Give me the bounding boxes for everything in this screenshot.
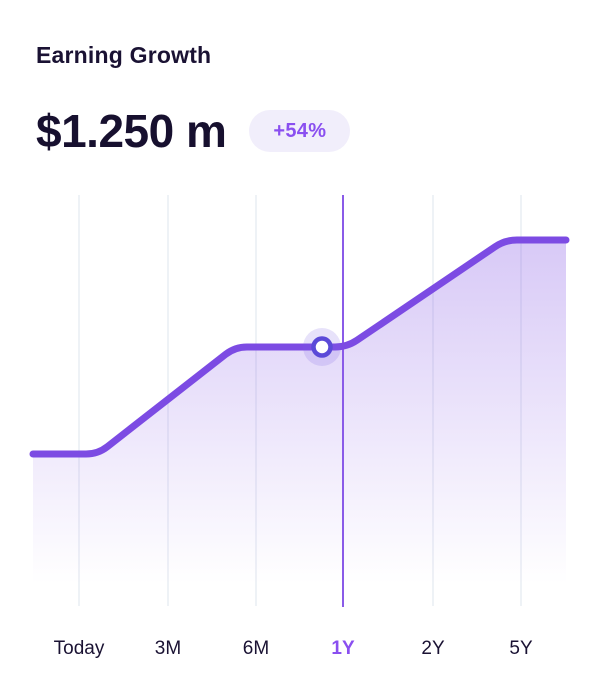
range-1y[interactable]: 1Y <box>327 636 358 662</box>
range-today[interactable]: Today <box>50 636 109 662</box>
area-fill <box>33 240 566 606</box>
value-row: $1.250 m +54% <box>36 105 351 157</box>
range-2y[interactable]: 2Y <box>417 636 448 662</box>
page-title: Earning Growth <box>36 42 212 68</box>
range-6m[interactable]: 6M <box>239 636 273 662</box>
earnings-value: $1.250 m <box>36 105 227 157</box>
range-5y[interactable]: 5Y <box>505 636 536 662</box>
chart-marker[interactable] <box>311 336 333 358</box>
range-3m[interactable]: 3M <box>151 636 185 662</box>
growth-badge: +54% <box>249 110 351 152</box>
earnings-line <box>29 236 570 458</box>
